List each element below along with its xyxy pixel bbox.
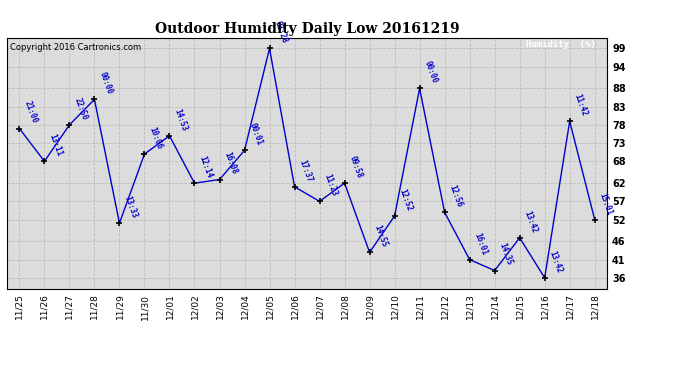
Text: 00:01: 00:01 (248, 122, 264, 147)
Text: 14:53: 14:53 (172, 107, 189, 132)
Text: 16:08: 16:08 (222, 151, 239, 176)
Text: Humidity  (%): Humidity (%) (526, 40, 595, 49)
Text: 00:00: 00:00 (97, 71, 114, 96)
Text: 22:50: 22:50 (72, 96, 89, 121)
Text: 13:42: 13:42 (548, 249, 564, 274)
Text: 17:37: 17:37 (297, 158, 314, 183)
Text: 13:33: 13:33 (122, 195, 139, 220)
Text: 13:42: 13:42 (522, 209, 539, 234)
Text: 12:14: 12:14 (197, 155, 214, 180)
Text: 12:56: 12:56 (448, 184, 464, 209)
Text: 15:01: 15:01 (598, 191, 614, 216)
Text: 11:23: 11:23 (322, 173, 339, 198)
Text: 00:00: 00:00 (422, 60, 439, 85)
Text: 14:55: 14:55 (373, 224, 389, 249)
Text: 12:52: 12:52 (397, 188, 414, 212)
Text: Copyright 2016 Cartronics.com: Copyright 2016 Cartronics.com (10, 43, 141, 52)
Text: 09:58: 09:58 (348, 155, 364, 180)
Text: 16:01: 16:01 (473, 231, 489, 256)
Text: 21:00: 21:00 (22, 100, 39, 125)
Text: 11:42: 11:42 (573, 93, 589, 118)
Text: 10:06: 10:06 (148, 126, 164, 150)
Title: Outdoor Humidity Daily Low 20161219: Outdoor Humidity Daily Low 20161219 (155, 22, 460, 36)
Text: 14:35: 14:35 (497, 242, 514, 267)
Text: 03:28: 03:28 (273, 20, 289, 45)
Text: 13:11: 13:11 (48, 133, 63, 158)
